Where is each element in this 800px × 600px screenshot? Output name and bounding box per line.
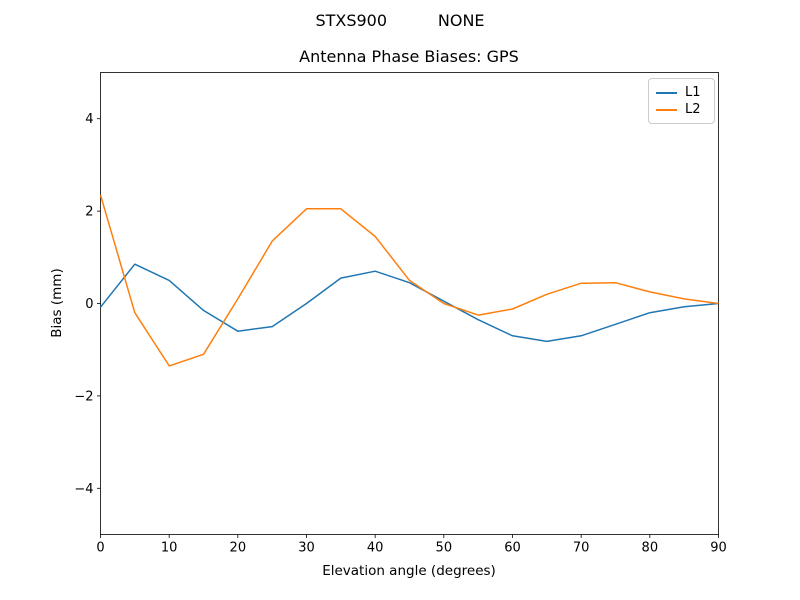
x-tick-label: 50 xyxy=(436,541,453,556)
x-tick-label: 60 xyxy=(504,541,521,556)
x-axis-label: Elevation angle (degrees) xyxy=(322,563,496,579)
y-axis-label: Bias (mm) xyxy=(49,268,65,338)
x-tick-label: 70 xyxy=(573,541,590,556)
axes-frame xyxy=(100,72,719,535)
legend-label: L2 xyxy=(685,102,701,117)
y-tick-label: −4 xyxy=(74,482,93,497)
legend-swatch-l2 xyxy=(656,108,677,111)
y-tick-label: −2 xyxy=(74,389,93,404)
legend-label: L1 xyxy=(685,85,701,100)
x-tick-label: 40 xyxy=(367,541,384,556)
x-tick-label: 0 xyxy=(96,541,104,556)
l2-line xyxy=(99,194,719,367)
x-tick-label: 10 xyxy=(161,541,178,556)
legend: L1 L2 xyxy=(648,78,715,124)
y-tick-label: 4 xyxy=(85,112,93,127)
legend-item-l2: L2 xyxy=(656,103,707,116)
l1-line xyxy=(99,263,719,343)
x-tick-label: 30 xyxy=(298,541,315,556)
suptitle: STXS900 NONE xyxy=(315,11,485,30)
x-tick-label: 20 xyxy=(230,541,247,556)
legend-item-l1: L1 xyxy=(656,86,707,99)
y-tick-label: 2 xyxy=(85,205,93,220)
chart-title: Antenna Phase Biases: GPS xyxy=(299,47,519,66)
x-tick-label: 80 xyxy=(642,541,659,556)
x-tick-label: 90 xyxy=(710,541,727,556)
y-tick-label: 0 xyxy=(85,297,93,312)
legend-swatch-l1 xyxy=(656,91,677,94)
